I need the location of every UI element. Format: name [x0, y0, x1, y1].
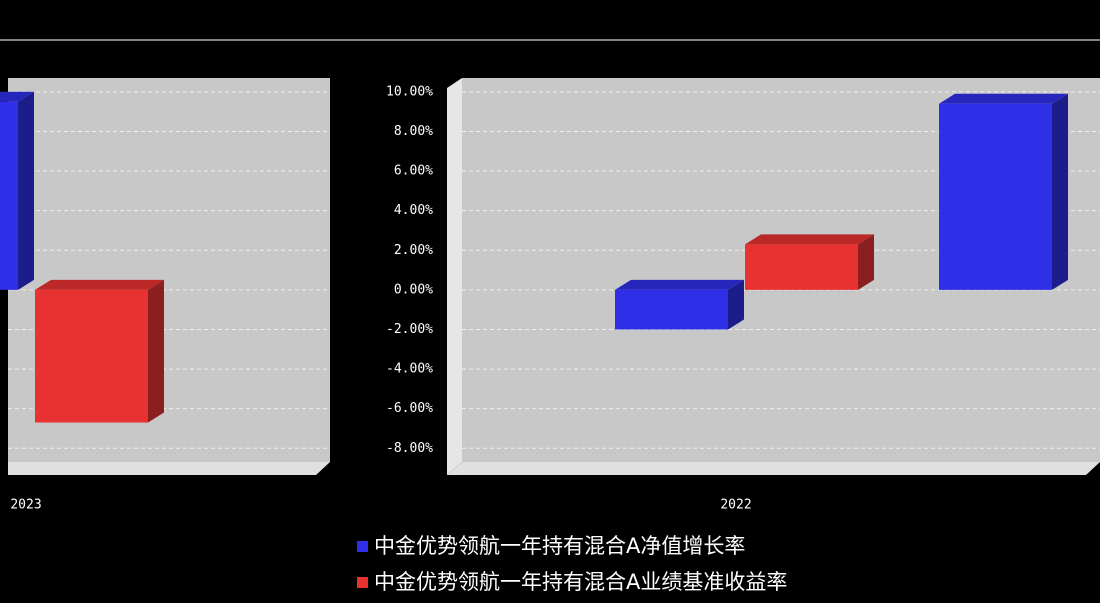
legend-swatch — [357, 541, 368, 552]
bar-top — [0, 91, 34, 102]
legend-label: 中金优势领航一年持有混合A净值增长率 — [374, 534, 745, 558]
bar-front — [615, 289, 728, 330]
x-tick-label: 2022 — [720, 498, 751, 513]
y-tick-label: 10.00% — [386, 84, 433, 99]
plot-floor — [447, 462, 1100, 475]
bar-front — [35, 289, 148, 423]
legend-label: 中金优势领航一年持有混合A业绩基准收益率 — [374, 570, 787, 594]
bar — [745, 234, 874, 290]
bar — [615, 279, 744, 330]
bar-top — [35, 279, 164, 290]
y-tick-label: 8.00% — [394, 124, 433, 139]
plot-floor — [8, 462, 330, 475]
y-tick-label: -4.00% — [386, 362, 433, 377]
y-tick-label: 2.00% — [394, 243, 433, 258]
bar-top — [615, 279, 744, 290]
y-tick-label: -6.00% — [386, 401, 433, 416]
bar-front — [745, 244, 858, 290]
bar — [35, 279, 164, 423]
legend-swatch — [357, 577, 368, 588]
bar-side — [1052, 93, 1068, 290]
bar-front — [939, 103, 1052, 290]
bar-front — [0, 101, 18, 290]
y-tick-label: -8.00% — [386, 441, 433, 456]
bar-top — [939, 93, 1068, 104]
bar-side — [148, 279, 164, 423]
y-tick-label: 0.00% — [394, 282, 433, 297]
y-tick-label: 4.00% — [394, 203, 433, 218]
bar — [939, 93, 1068, 290]
y-tick-label: -2.00% — [386, 322, 433, 337]
bar-side — [18, 91, 34, 290]
plot-wall — [447, 78, 462, 475]
y-tick-label: 6.00% — [394, 164, 433, 179]
bar-side — [728, 279, 744, 330]
bar-top — [745, 234, 874, 245]
x-tick-label: 2023 — [10, 498, 41, 513]
bar — [0, 91, 34, 290]
bar-side — [858, 234, 874, 290]
